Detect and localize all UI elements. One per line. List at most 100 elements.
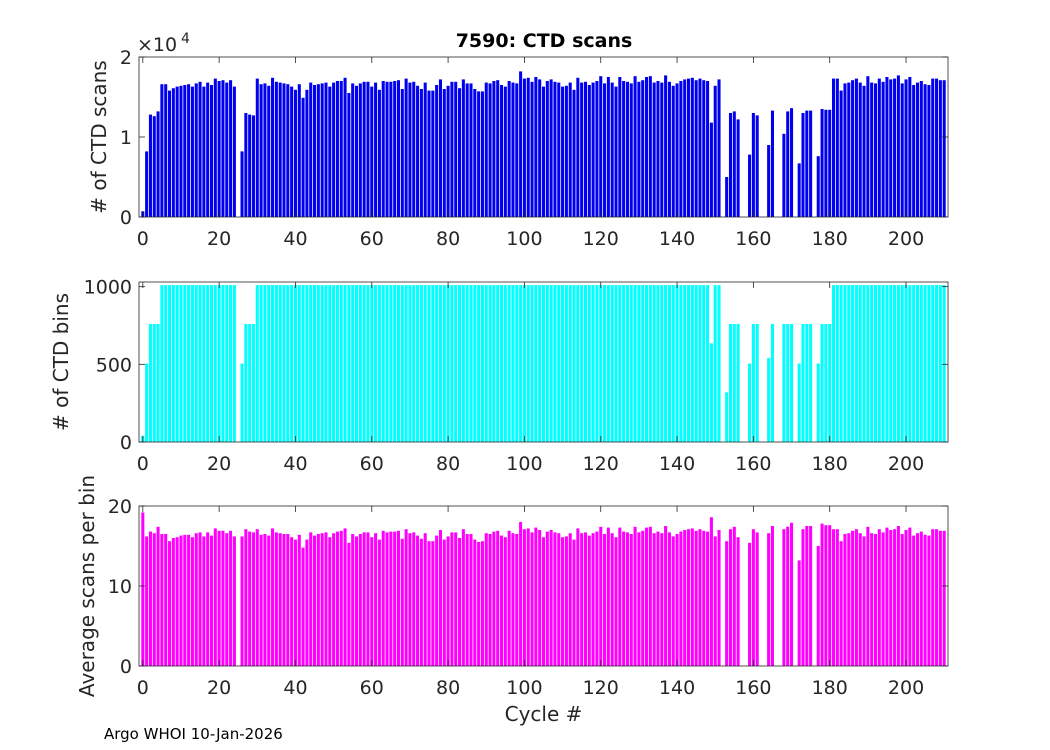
bar <box>179 285 183 442</box>
bar <box>274 81 278 217</box>
bar <box>507 530 511 666</box>
bar <box>473 285 477 442</box>
bar <box>770 526 774 666</box>
bar <box>221 530 225 666</box>
bar <box>251 532 255 666</box>
bar <box>496 285 500 442</box>
bar <box>675 83 679 218</box>
bar <box>835 285 839 442</box>
bar <box>709 122 713 217</box>
bar <box>873 83 878 218</box>
bar <box>259 534 263 666</box>
bar <box>145 363 149 442</box>
bar <box>393 81 397 217</box>
bar <box>713 85 717 217</box>
bar <box>454 532 458 666</box>
bar <box>404 529 408 666</box>
bar <box>751 529 755 666</box>
bar <box>431 90 435 217</box>
bar <box>156 323 160 442</box>
bar <box>400 89 404 217</box>
bar <box>416 535 420 666</box>
bar <box>797 163 801 217</box>
bar <box>923 285 927 442</box>
bar <box>797 363 801 442</box>
bar <box>354 536 359 666</box>
bar <box>770 323 774 442</box>
y-tick-label: 10 <box>108 576 132 598</box>
bar <box>309 532 313 666</box>
bar <box>839 285 843 442</box>
bar <box>271 77 275 217</box>
bar <box>232 536 236 666</box>
bar <box>599 526 603 666</box>
bar <box>511 285 515 442</box>
bar <box>374 533 378 666</box>
bar <box>232 285 236 442</box>
bar <box>770 110 774 217</box>
bar <box>366 532 370 666</box>
bar <box>450 81 454 217</box>
bar <box>404 78 408 217</box>
bar <box>385 285 389 442</box>
bar <box>206 285 210 442</box>
bar <box>148 114 152 217</box>
bar <box>229 285 233 442</box>
bar <box>286 285 290 442</box>
x-tick-label: 200 <box>888 453 924 475</box>
bar <box>900 285 904 442</box>
bar <box>248 114 252 217</box>
bar <box>683 285 687 442</box>
bar <box>553 285 557 442</box>
bar <box>282 83 286 218</box>
bar <box>896 526 900 666</box>
bar <box>148 323 152 442</box>
bar <box>301 97 305 217</box>
x-tick-label: 200 <box>888 228 924 250</box>
bar <box>145 536 149 666</box>
bar <box>438 530 442 666</box>
bar <box>660 533 664 666</box>
bar <box>477 542 481 666</box>
bar <box>915 285 919 442</box>
bar <box>511 82 515 217</box>
bar <box>820 523 824 666</box>
bar <box>351 83 355 218</box>
bar <box>904 79 908 218</box>
bar <box>622 285 626 442</box>
bar <box>912 535 916 666</box>
x-tick-label: 180 <box>812 453 848 475</box>
bar <box>625 532 629 666</box>
bar <box>477 91 481 217</box>
bar <box>519 522 523 666</box>
bar <box>240 536 244 666</box>
bar <box>458 88 462 217</box>
bar <box>473 89 477 217</box>
bar <box>938 285 942 442</box>
bar <box>603 285 607 442</box>
bar <box>816 156 820 217</box>
bar <box>923 534 927 666</box>
bar <box>354 85 359 217</box>
bar <box>320 533 324 666</box>
bar <box>904 530 908 666</box>
bar <box>637 532 641 666</box>
bar <box>423 285 427 442</box>
bar <box>282 285 286 442</box>
bar <box>293 89 297 217</box>
bar <box>702 530 706 666</box>
bar <box>942 285 946 442</box>
bar <box>629 534 633 666</box>
bar <box>534 527 538 666</box>
bar <box>271 528 275 666</box>
y-axis-label: # of CTD bins <box>49 293 73 431</box>
bar <box>290 537 294 666</box>
bar <box>313 285 317 442</box>
bar <box>255 285 259 442</box>
bar <box>358 285 362 442</box>
bar <box>503 86 507 217</box>
bar <box>908 77 912 217</box>
bar <box>614 86 618 217</box>
bar <box>805 323 809 442</box>
bar <box>503 285 507 442</box>
